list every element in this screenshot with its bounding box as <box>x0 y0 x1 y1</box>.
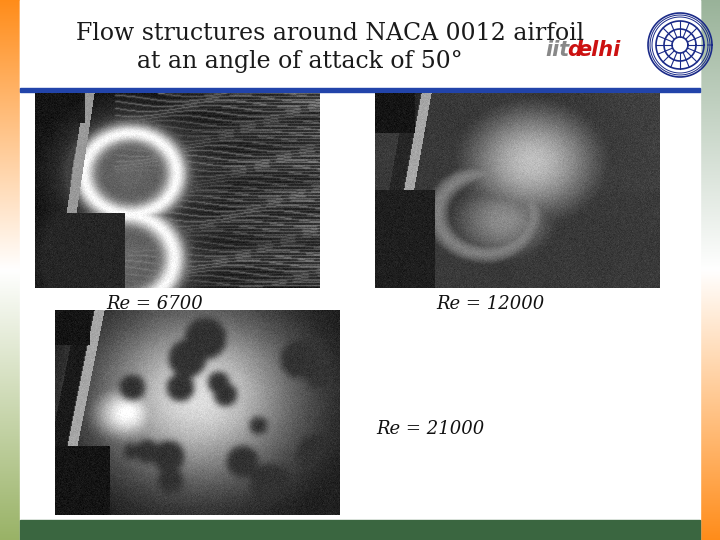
Text: Re = 6700: Re = 6700 <box>107 295 203 313</box>
Text: Re = 21000: Re = 21000 <box>376 420 484 438</box>
Text: Flow structures around NACA 0012 airfoil: Flow structures around NACA 0012 airfoil <box>76 22 584 45</box>
Bar <box>20 0 700 88</box>
Text: elhi: elhi <box>577 40 620 60</box>
Bar <box>20 520 700 540</box>
Text: at an angle of attack of 50°: at an angle of attack of 50° <box>138 50 463 73</box>
Text: d: d <box>567 40 582 60</box>
Bar <box>20 88 700 92</box>
Text: iit: iit <box>545 40 570 60</box>
Text: Re = 12000: Re = 12000 <box>436 295 544 313</box>
